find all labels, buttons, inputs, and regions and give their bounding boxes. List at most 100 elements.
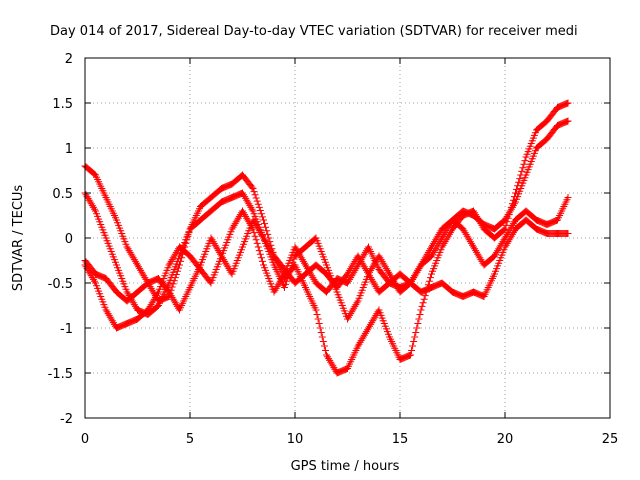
data-point — [508, 221, 516, 229]
data-point — [308, 272, 316, 280]
data-point — [317, 329, 325, 336]
x-axis-label: GPS time / hours — [291, 459, 400, 474]
data-point — [220, 256, 228, 264]
data-point — [261, 236, 269, 244]
data-point — [356, 256, 364, 264]
data-point — [417, 261, 425, 269]
data-point — [243, 196, 251, 204]
data-point — [166, 290, 174, 298]
data-point — [357, 337, 365, 345]
data-point — [363, 268, 371, 276]
data-point — [465, 236, 473, 244]
data-point — [132, 259, 140, 267]
data-point — [564, 117, 572, 125]
data-point — [256, 229, 264, 237]
data-point — [296, 252, 304, 260]
data-point — [462, 230, 470, 238]
data-point — [262, 223, 270, 231]
data-point — [516, 175, 524, 183]
data-point — [216, 250, 224, 258]
data-point — [362, 266, 370, 274]
data-point — [354, 252, 362, 260]
data-point — [245, 200, 253, 208]
data-point — [268, 248, 276, 256]
data-point — [323, 351, 330, 359]
data-point — [348, 308, 356, 316]
data-point — [310, 275, 318, 283]
data-point — [358, 335, 366, 343]
data-point — [267, 247, 275, 255]
x-tick-label: 10 — [287, 432, 304, 447]
data-point — [512, 189, 519, 197]
data-point — [413, 268, 421, 276]
data-point — [241, 193, 249, 201]
data-point — [279, 272, 287, 280]
data-point — [316, 324, 324, 332]
data-point — [300, 259, 308, 267]
data-point — [273, 283, 281, 291]
data-point — [365, 324, 372, 332]
data-point — [377, 256, 385, 264]
data-point — [513, 185, 521, 193]
series-track-3 — [81, 194, 572, 332]
data-point — [370, 279, 378, 287]
data-point — [506, 207, 514, 215]
data-point — [501, 243, 509, 251]
data-point — [361, 265, 369, 273]
data-point — [372, 283, 380, 291]
data-point — [110, 320, 118, 328]
data-point — [407, 351, 414, 359]
data-point — [295, 250, 303, 258]
data-point — [165, 261, 173, 269]
data-point — [505, 209, 513, 217]
data-point — [139, 270, 147, 278]
data-point — [493, 248, 501, 256]
data-point — [215, 248, 223, 256]
data-point — [249, 185, 257, 192]
data-point — [224, 263, 232, 271]
data-point — [384, 268, 392, 276]
data-point — [89, 203, 97, 211]
data-point — [209, 238, 217, 246]
data-point — [350, 304, 358, 312]
data-point — [375, 252, 383, 260]
data-point — [254, 243, 262, 251]
data-point — [253, 223, 261, 231]
data-point — [252, 236, 260, 244]
data-point — [222, 259, 230, 267]
data-point — [86, 198, 94, 206]
data-point — [502, 214, 510, 222]
data-point — [492, 250, 500, 258]
data-point — [376, 254, 384, 262]
data-point — [264, 241, 272, 249]
data-point — [277, 275, 285, 283]
data-point — [502, 241, 510, 249]
data-point — [436, 229, 444, 237]
data-point — [173, 267, 181, 275]
data-point — [282, 280, 290, 288]
y-tick-label: 0.5 — [52, 187, 73, 202]
axis-ticks: 0 5 10 15 20 25 -2 -1.5 -1 -0.5 0 0.5 1 1.5 2 — [48, 52, 619, 447]
data-point — [368, 275, 376, 283]
data-point — [251, 191, 259, 199]
y-tick-label: -1.5 — [48, 367, 73, 382]
data-point — [223, 261, 231, 269]
data-point — [255, 203, 263, 211]
data-point — [293, 247, 301, 255]
data-point — [429, 241, 437, 249]
data-point — [505, 236, 513, 244]
data-point — [507, 232, 515, 240]
data-point — [413, 324, 421, 332]
data-point — [263, 239, 271, 247]
data-point — [123, 288, 131, 296]
data-point — [346, 266, 354, 274]
data-point — [475, 252, 483, 260]
x-tick-label: 0 — [81, 432, 89, 447]
data-point — [314, 315, 322, 323]
data-point — [262, 238, 270, 246]
data-point — [359, 333, 367, 341]
data-point — [136, 265, 144, 273]
data-point — [383, 266, 391, 274]
data-point — [312, 306, 320, 314]
data-point — [411, 272, 419, 280]
